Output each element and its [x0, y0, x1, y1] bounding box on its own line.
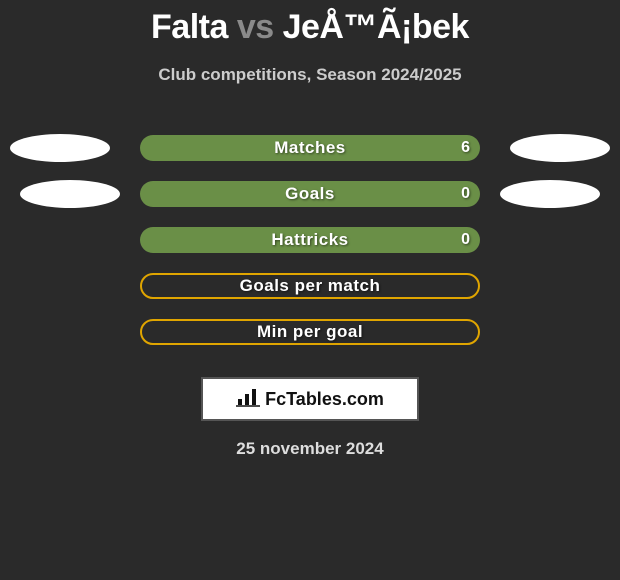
stat-row: Hattricks 0: [0, 217, 620, 263]
logo-box: FcTables.com: [201, 377, 419, 421]
stat-value-right: 6: [461, 139, 470, 157]
stat-bar: Hattricks 0: [140, 227, 480, 253]
stat-row: Matches 6: [0, 125, 620, 171]
stat-label: Goals: [285, 184, 335, 204]
title-vs: vs: [228, 8, 283, 46]
logo-text: FcTables.com: [265, 389, 384, 410]
stat-bar: Min per goal: [140, 319, 480, 345]
stat-row: Goals per match: [0, 263, 620, 309]
right-marker: [510, 134, 610, 162]
comparison-chart: Matches 6 Goals 0 Hattricks 0 Goals per match M…: [0, 125, 620, 355]
stat-value-right: 0: [461, 231, 470, 249]
title-left: Falta: [151, 8, 228, 46]
page-title: Falta vs JeÅ™Ã¡bek: [0, 0, 620, 47]
stat-label: Min per goal: [257, 322, 363, 342]
stat-row: Min per goal: [0, 309, 620, 355]
right-marker: [500, 180, 600, 208]
bars-icon: [236, 387, 260, 412]
left-marker: [20, 180, 120, 208]
subtitle: Club competitions, Season 2024/2025: [0, 65, 620, 85]
stat-label: Hattricks: [271, 230, 348, 250]
left-marker: [10, 134, 110, 162]
stat-bar: Goals per match: [140, 273, 480, 299]
date-line: 25 november 2024: [0, 439, 620, 459]
stat-bar: Goals 0: [140, 181, 480, 207]
stat-value-right: 0: [461, 185, 470, 203]
stat-bar: Matches 6: [140, 135, 480, 161]
stat-label: Goals per match: [240, 276, 381, 296]
title-right: JeÅ™Ã¡bek: [283, 8, 469, 46]
stat-label: Matches: [274, 138, 346, 158]
stat-row: Goals 0: [0, 171, 620, 217]
